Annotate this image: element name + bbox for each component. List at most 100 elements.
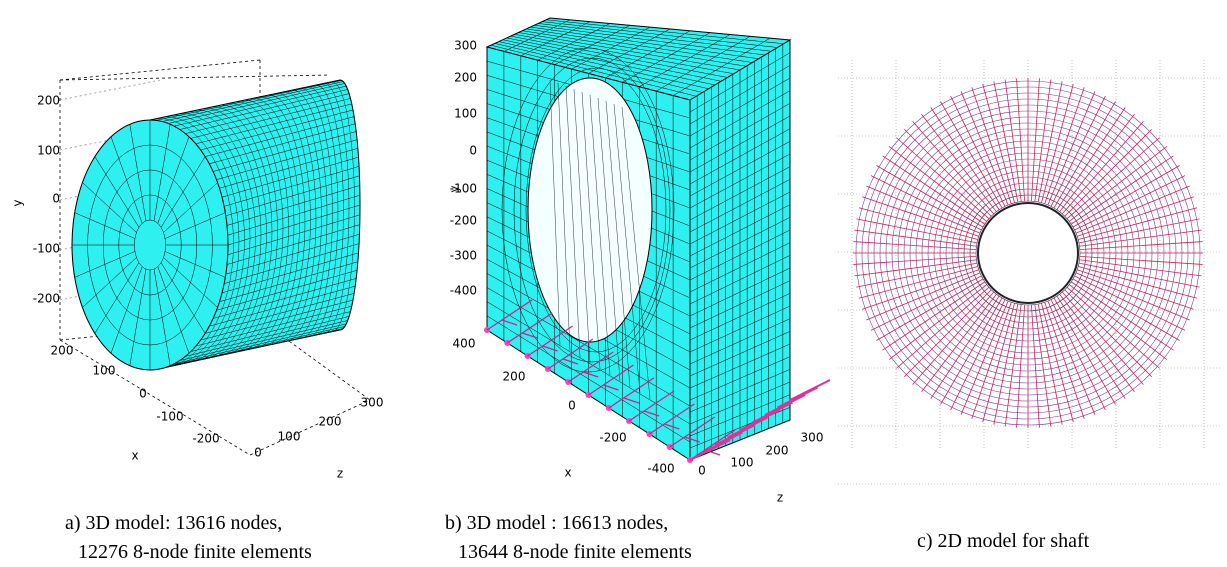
mesh-line (689, 229, 791, 281)
z-tick-label: 0 (698, 464, 706, 478)
caption: 13644 8-node finite elements (458, 541, 692, 563)
mesh-line (571, 26, 651, 70)
mesh-line (549, 79, 561, 346)
mesh-line (332, 81, 355, 332)
x-tick-label: -200 (192, 432, 219, 446)
mesh-line (542, 345, 558, 352)
mesh-line (856, 218, 978, 244)
mesh-line (684, 436, 700, 443)
mesh-line (727, 416, 768, 439)
x-axis-label: x (131, 449, 138, 463)
mesh-line (903, 128, 992, 217)
mesh-line (1069, 284, 1168, 360)
mesh-line (777, 386, 818, 409)
mesh-line (971, 87, 1012, 204)
mesh-line (157, 136, 190, 224)
mesh-line (237, 101, 289, 352)
mesh-line (854, 259, 977, 277)
mesh-line (689, 369, 791, 413)
mesh-line (689, 141, 791, 197)
mesh-line (971, 302, 1012, 419)
mesh-line (1056, 296, 1126, 399)
mesh-line (714, 424, 756, 446)
mesh-line (1004, 304, 1022, 427)
mesh-line (649, 403, 695, 435)
z-tick-label: 300 (361, 396, 384, 410)
x-tick-label: -400 (647, 462, 674, 476)
mesh-line (656, 36, 751, 92)
mesh-line (1050, 95, 1106, 207)
mesh-line (689, 356, 791, 401)
mesh-line (689, 128, 791, 185)
mesh-line (1079, 259, 1202, 277)
y-axis-label: y (11, 199, 25, 206)
mesh-line (1075, 272, 1190, 321)
z-axis-label: z (777, 491, 783, 505)
mesh-line (940, 297, 1003, 405)
mesh-line (1074, 175, 1186, 231)
mesh-line (554, 25, 631, 65)
mesh-line (213, 106, 273, 357)
mesh-line (628, 390, 675, 422)
mesh-line (664, 423, 680, 430)
y-tick-label: 0 (469, 144, 477, 158)
mesh-line (689, 267, 791, 317)
mesh-line (930, 296, 1000, 399)
mesh-line (605, 30, 691, 79)
mesh-line (1053, 101, 1116, 209)
mesh-line (205, 108, 267, 359)
mesh-line (74, 212, 136, 239)
y-tick-label: 200 (37, 94, 60, 108)
mesh-line (689, 52, 791, 113)
mesh-line (853, 256, 977, 265)
mesh-line (622, 32, 711, 83)
mesh-line (689, 318, 791, 365)
mesh-line (1053, 297, 1116, 405)
mesh-line (1072, 278, 1180, 341)
mesh-line (605, 100, 631, 388)
mesh-line (882, 155, 985, 225)
mesh-line (181, 113, 251, 364)
mesh-line (1075, 185, 1190, 234)
y-tick-label: -100 (450, 182, 477, 196)
y-tick-label: -300 (450, 249, 477, 263)
mesh-line (501, 319, 518, 326)
mesh-line (1047, 300, 1096, 415)
mesh-line (764, 394, 806, 416)
mesh-line (164, 251, 226, 278)
mesh-line (689, 153, 791, 209)
mesh-line (950, 299, 1006, 411)
x-tick-label: -100 (156, 410, 183, 424)
mesh-line (110, 136, 143, 224)
x-tick-label: 200 (51, 344, 74, 358)
x-tick-label: -200 (599, 431, 626, 445)
y-tick-label: 100 (37, 144, 60, 158)
mesh-line (1077, 196, 1194, 237)
mesh-line (1064, 128, 1153, 217)
mesh-line (1047, 91, 1096, 206)
mesh-line (1016, 304, 1025, 428)
mesh-line (921, 294, 997, 393)
mesh-line (940, 101, 1003, 209)
mesh-line (565, 85, 581, 358)
mesh-line (689, 331, 791, 377)
mesh-line (1072, 165, 1180, 228)
mesh-line (689, 179, 791, 233)
mesh-line (1059, 113, 1135, 212)
mesh-line (1004, 79, 1022, 202)
mesh-line (82, 257, 137, 308)
mesh-line (562, 358, 579, 365)
mesh-line (689, 242, 791, 293)
mesh-line (639, 34, 731, 87)
mesh-line (1016, 78, 1025, 202)
mesh-line (1078, 266, 1198, 299)
z-tick-label: 0 (254, 446, 262, 460)
mesh-line (59, 79, 161, 101)
mesh-line (870, 175, 982, 231)
mesh-line (1078, 262, 1200, 288)
mesh-line (527, 325, 573, 357)
mesh-line (950, 95, 1006, 207)
mesh-line (960, 91, 1009, 206)
mesh-line (866, 272, 981, 321)
